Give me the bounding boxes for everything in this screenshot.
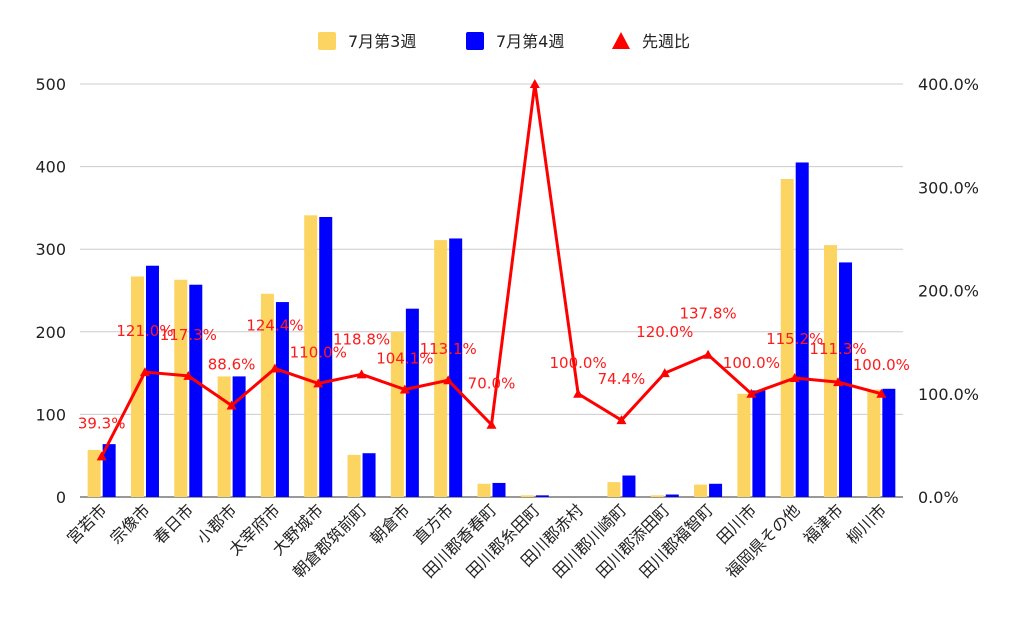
ratio-marker	[443, 375, 454, 385]
left-tick-label: 400	[35, 158, 66, 177]
ratio-data-label: 70.0%	[468, 375, 516, 393]
ratio-marker	[183, 370, 194, 380]
ratio-marker	[529, 79, 540, 88]
ratio-marker	[399, 384, 410, 394]
legend-week3-swatch	[318, 32, 336, 50]
legend-week3-label: 7月第3週	[348, 32, 416, 51]
bar-week4	[102, 444, 116, 497]
category-label: 福津市	[799, 500, 846, 547]
ratio-marker	[573, 388, 584, 398]
right-tick-label: 0.0%	[918, 488, 959, 507]
bar-week4	[622, 475, 636, 497]
ratio-marker	[789, 373, 800, 383]
right-tick-label: 200.0%	[918, 282, 979, 301]
bar-week4	[275, 302, 289, 497]
ratio-data-label: 118.8%	[333, 330, 390, 348]
ratio-data-label: 120.0%	[636, 323, 693, 341]
ratio-marker	[616, 415, 627, 425]
right-tick-label: 300.0%	[918, 178, 979, 197]
ratio-data-label: 121.0%	[116, 322, 173, 340]
bar-week3	[434, 240, 448, 497]
ratio-data-label: 113.1%	[420, 340, 477, 358]
ratio-marker	[659, 368, 670, 378]
bar-week3	[694, 484, 708, 497]
legend-week4-swatch	[466, 32, 484, 50]
bar-week4	[232, 376, 246, 497]
bar-week3	[780, 178, 794, 498]
bar-week4	[405, 308, 419, 497]
ratio-data-label: 117.3%	[160, 326, 217, 344]
bar-week4	[319, 216, 333, 497]
legend-week4-label: 7月第4週	[496, 32, 564, 51]
ratio-data-label: 124.4%	[246, 317, 303, 335]
ratio-marker	[269, 363, 280, 373]
bar-week3	[520, 495, 534, 497]
left-tick-label: 100	[35, 405, 66, 424]
ratio-marker	[876, 388, 887, 398]
category-label: 朝倉市	[366, 500, 413, 547]
bar-week3	[477, 483, 491, 497]
bar-week4	[882, 388, 896, 497]
ratio-data-label: 100.0%	[853, 356, 910, 374]
left-tick-label: 0	[56, 488, 66, 507]
bar-week3	[867, 389, 881, 497]
bar-week4	[535, 495, 549, 497]
category-label: 宗像市	[106, 500, 153, 547]
bar-week3	[607, 482, 621, 497]
bar-week4	[145, 265, 159, 497]
ratio-marker	[313, 378, 324, 388]
ratio-data-label: 111.3%	[809, 340, 866, 358]
bar-week3	[174, 279, 188, 497]
ratio-marker	[746, 388, 757, 398]
bar-week4	[839, 262, 853, 497]
ratio-marker	[96, 451, 107, 461]
bar-week4	[189, 284, 203, 497]
left-tick-label: 200	[35, 323, 66, 342]
bar-week3	[260, 293, 274, 497]
bar-week3	[824, 245, 838, 497]
left-tick-label: 300	[35, 240, 66, 259]
ratio-data-label: 100.0%	[550, 354, 607, 372]
bar-week3	[87, 449, 101, 497]
legend-ratio-label: 先週比	[642, 32, 690, 51]
ratio-data-label: 100.0%	[723, 354, 780, 372]
bar-week4	[492, 482, 506, 497]
bar-week4	[665, 494, 679, 497]
bar-week4	[362, 453, 376, 497]
bar-week4	[449, 238, 463, 497]
category-label: 春日市	[150, 500, 197, 547]
bar-week3	[217, 376, 231, 497]
ratio-marker	[703, 349, 714, 359]
ratio-marker	[486, 419, 497, 429]
ratio-data-label: 110.0%	[290, 343, 347, 361]
ratio-marker	[356, 369, 367, 379]
legend-ratio-swatch	[612, 32, 630, 49]
bar-week4	[752, 390, 766, 497]
bar-week4	[795, 162, 809, 497]
ratio-data-label: 137.8%	[679, 305, 736, 323]
bar-week3	[304, 215, 318, 498]
bar-week4	[709, 483, 723, 497]
ratio-data-label: 74.4%	[598, 370, 646, 388]
right-tick-label: 100.0%	[918, 385, 979, 404]
bar-week3	[650, 495, 664, 497]
ratio-data-label: 104.1%	[376, 350, 433, 368]
ratio-data-label: 39.3%	[78, 414, 126, 432]
ratio-marker	[226, 400, 237, 410]
bar-week3	[347, 454, 361, 497]
bar-week3	[390, 331, 404, 497]
left-tick-label: 500	[35, 75, 66, 94]
ratio-data-label: 88.6%	[208, 356, 256, 374]
ratio-marker	[833, 377, 844, 387]
category-label: 柳川市	[843, 500, 890, 547]
ratio-marker	[139, 367, 150, 377]
right-tick-label: 400.0%	[918, 75, 979, 94]
ratio-data-label: 115.2%	[766, 330, 823, 348]
bar-week3	[737, 393, 751, 497]
category-label: 宮若市	[63, 500, 110, 547]
